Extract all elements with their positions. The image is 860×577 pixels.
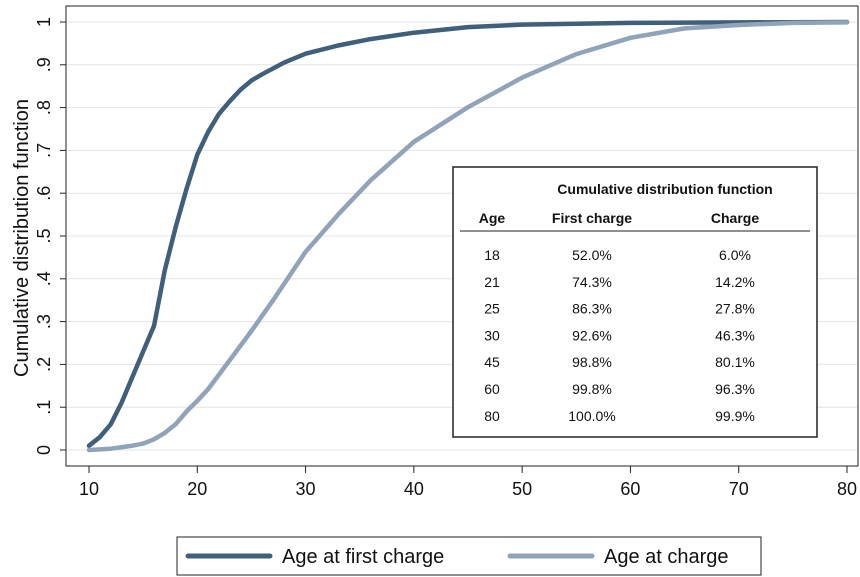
table-cell: 14.2% (715, 274, 755, 290)
y-tick-label: .5 (34, 228, 54, 243)
legend-label-first-charge: Age at first charge (282, 546, 444, 568)
table-cell: 86.3% (572, 301, 612, 317)
y-tick-label: .8 (34, 100, 54, 115)
table-cell: 98.8% (572, 354, 612, 370)
table-header-age: Age (479, 210, 506, 226)
y-tick-label: .4 (34, 271, 54, 286)
x-tick-label: 20 (187, 479, 207, 499)
y-axis-title: Cumulative distribution function (11, 99, 33, 377)
y-tick-label: .9 (34, 57, 54, 72)
table-cell: 30 (484, 327, 500, 343)
table-cell: 52.0% (572, 247, 612, 263)
series-lines (86, 19, 850, 453)
table-cell: 60 (484, 381, 500, 397)
x-tick-label: 70 (729, 479, 749, 499)
legend-box (176, 536, 762, 576)
y-tick-label: 1 (34, 17, 54, 27)
y-tick-label: .6 (34, 186, 54, 201)
legend-label-charge: Age at charge (604, 546, 729, 568)
y-tick-label: 0 (34, 445, 54, 455)
table-cell: 80 (484, 408, 500, 424)
y-axis: 0 .1 .2 .3 .4 .5 .6 .7 .8 .9 1 (34, 17, 66, 455)
summary-table: Cumulative distribution function Age Fir… (452, 166, 818, 438)
table-cell: 96.3% (715, 381, 755, 397)
table-cell: 18 (484, 247, 500, 263)
x-tick-label: 60 (620, 479, 640, 499)
table-cell: 25 (484, 301, 500, 317)
table-cell: 74.3% (572, 274, 612, 290)
table-cell: 45 (484, 354, 500, 370)
y-tick-label: .2 (34, 357, 54, 372)
series-line-1 (86, 20, 850, 453)
table-cell: 99.8% (572, 381, 612, 397)
y-tick-label: .7 (34, 143, 54, 158)
table-cell: 27.8% (715, 301, 755, 317)
table-cell: 21 (484, 274, 500, 290)
series-line-0 (86, 19, 850, 448)
y-tick-label: .1 (34, 400, 54, 415)
table-border (452, 166, 818, 438)
table-body: 18 52.0% 6.0% 21 74.3% 14.2% 25 86.3% 27.8% 30 92.… (484, 247, 755, 424)
x-tick-label: 40 (404, 479, 424, 499)
x-tick-label: 10 (79, 479, 99, 499)
x-axis: 10 20 30 40 50 60 70 80 (79, 466, 857, 499)
table-cell: 92.6% (572, 327, 612, 343)
x-tick-label: 80 (837, 479, 857, 499)
table-cell: 6.0% (719, 247, 751, 263)
y-tick-label: .3 (34, 314, 54, 329)
table-header-first-charge: First charge (552, 210, 632, 226)
table-title: Cumulative distribution function (557, 181, 772, 197)
table-cell: 80.1% (715, 354, 755, 370)
table-cell: 46.3% (715, 327, 755, 343)
table-header-charge: Charge (711, 210, 759, 226)
table-cell: 100.0% (568, 408, 615, 424)
table-cell: 99.9% (715, 408, 755, 424)
x-tick-label: 50 (512, 479, 532, 499)
legend: Age at first charge Age at charge (176, 536, 762, 576)
x-tick-label: 30 (296, 479, 316, 499)
